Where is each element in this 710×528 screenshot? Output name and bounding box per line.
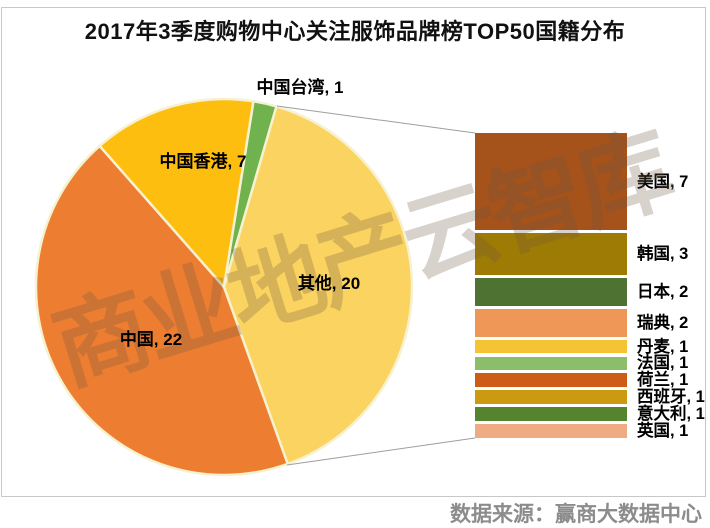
pie-slice-china [34,144,289,477]
pie-label-hong-kong: 中国香港, 7 [159,152,247,171]
bar-label-sweden: 瑞典, 2 [637,313,689,332]
bar-label-south-korea: 韩国, 3 [637,245,689,264]
bar-label-france: 法国, 1 [637,354,689,373]
bar-segment-usa [475,133,627,231]
bar-label-spain: 西班牙, 1 [637,388,705,407]
pie-label-others: 其他, 20 [297,274,361,293]
connector-line-top [276,105,476,134]
bar-segment-france [475,356,627,371]
bar-label-japan: 日本, 2 [637,282,689,301]
data-source: 数据来源：赢商大数据中心 [450,502,702,526]
bar-label-denmark: 丹麦, 1 [637,337,689,356]
bar-label-uk: 英国, 1 [637,422,689,441]
bar-label-netherlands: 荷兰, 1 [637,371,689,390]
bar-segment-sweden [475,308,627,337]
pie-slice-hong-kong [98,97,255,289]
pie-label-china: 中国, 22 [119,330,183,349]
chart-title: 2017年3季度购物中心关注服饰品牌榜TOP50国籍分布 [84,19,626,44]
bar-label-italy: 意大利, 1 [637,405,705,424]
connector-line-bottom [286,437,476,466]
pie-label-taiwan: 中国台湾, 1 [256,78,344,97]
pie-slice-others [222,105,414,466]
bar-segment-south-korea [475,233,627,275]
bar-segment-japan [475,278,627,306]
bar-segment-netherlands [475,373,627,388]
bar-label-usa: 美国, 7 [637,172,689,191]
bar-segment-spain [475,390,627,405]
bar-segment-denmark [475,339,627,354]
bar-segment-uk [475,424,627,438]
bar-segment-italy [475,407,627,422]
